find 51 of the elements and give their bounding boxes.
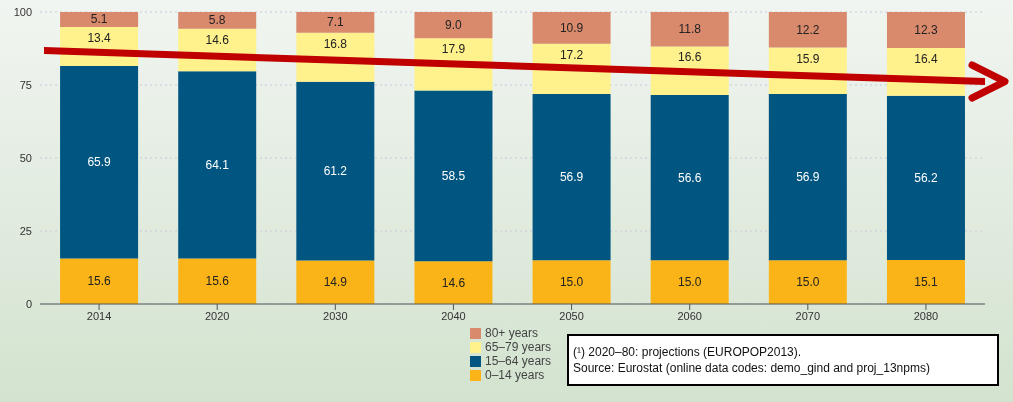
x-tick-label: 2030 xyxy=(323,309,348,322)
data-label: 15.0 xyxy=(559,275,584,290)
data-label: 56.6 xyxy=(678,170,702,185)
data-label: 15.6 xyxy=(87,274,112,289)
data-label: 11.8 xyxy=(678,22,702,37)
data-label: 13.4 xyxy=(87,30,112,45)
source-note: Source: Eurostat (online data codes: demo_gind and proj_13npms) xyxy=(573,360,931,376)
y-tick-label: 75 xyxy=(19,78,32,91)
data-label: 5.1 xyxy=(90,12,108,27)
data-label: 5.8 xyxy=(208,13,226,28)
data-label: 65.9 xyxy=(87,155,112,170)
text: (¹) 2020–80: projections (EUROPOP2013). xyxy=(573,344,803,360)
data-label: 12.2 xyxy=(796,22,820,37)
data-label: 58.5 xyxy=(441,168,466,183)
x-tick-label: 2060 xyxy=(677,309,702,322)
data-label: 15.6 xyxy=(205,274,230,289)
y-tick-label: 100 xyxy=(13,5,32,18)
y-tick-label: 25 xyxy=(19,224,32,237)
x-tick-label: 2020 xyxy=(204,309,230,322)
data-label: 7.1 xyxy=(326,15,344,30)
legend-label: 80+ years xyxy=(485,326,539,340)
data-label: 12.3 xyxy=(914,22,938,37)
x-tick-label: 2070 xyxy=(795,309,821,322)
legend-label: 65–79 years xyxy=(485,340,552,354)
data-label: 17.9 xyxy=(441,42,466,57)
data-label: 16.4 xyxy=(914,51,938,66)
data-label: 15.0 xyxy=(796,275,820,290)
data-label: 61.2 xyxy=(323,164,348,179)
x-tick-label: 2080 xyxy=(913,309,939,322)
data-label: 15.9 xyxy=(796,51,820,66)
x-tick-label: 2040 xyxy=(441,309,466,322)
y-tick-label: 0 xyxy=(25,297,32,310)
x-tick-label: 2050 xyxy=(559,309,584,322)
data-label: 64.1 xyxy=(205,157,230,172)
data-label: 9.0 xyxy=(445,18,463,33)
y-tick-label: 50 xyxy=(19,151,32,164)
data-label: 17.2 xyxy=(559,47,584,62)
x-tick-label: 2014 xyxy=(86,309,112,322)
data-label: 14.9 xyxy=(323,275,348,290)
data-label: 10.9 xyxy=(559,20,584,35)
data-label: 56.2 xyxy=(914,170,938,185)
data-label: 16.6 xyxy=(678,50,702,65)
legend-label: 0–14 years xyxy=(485,368,545,382)
data-label: 56.9 xyxy=(559,170,584,185)
data-label: 15.0 xyxy=(678,275,702,290)
data-label: 14.6 xyxy=(205,32,230,47)
data-label: 14.6 xyxy=(441,275,466,290)
data-label: 56.9 xyxy=(796,170,820,185)
data-label: 15.1 xyxy=(914,274,938,289)
data-label: 16.8 xyxy=(323,36,348,51)
legend-label: 15–64 years xyxy=(485,354,552,368)
